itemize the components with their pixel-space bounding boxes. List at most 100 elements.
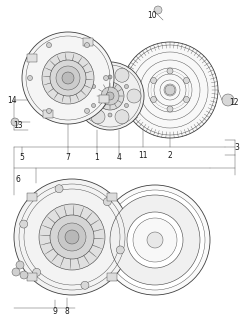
Circle shape — [124, 103, 128, 108]
Polygon shape — [79, 243, 96, 257]
Circle shape — [20, 271, 28, 279]
Circle shape — [150, 97, 156, 102]
Polygon shape — [81, 229, 102, 235]
Polygon shape — [50, 60, 62, 73]
Text: 5: 5 — [20, 154, 24, 163]
Text: 2: 2 — [167, 150, 172, 159]
Circle shape — [108, 113, 112, 117]
Circle shape — [108, 75, 112, 79]
Polygon shape — [71, 85, 79, 100]
Polygon shape — [73, 83, 86, 95]
Circle shape — [183, 97, 189, 102]
Circle shape — [100, 185, 209, 295]
Polygon shape — [76, 78, 92, 80]
Text: 14: 14 — [7, 95, 17, 105]
Polygon shape — [72, 205, 74, 227]
Circle shape — [91, 103, 95, 108]
Polygon shape — [75, 81, 90, 88]
Polygon shape — [75, 71, 92, 76]
Circle shape — [91, 84, 95, 89]
Circle shape — [103, 198, 111, 206]
Circle shape — [50, 215, 94, 259]
Polygon shape — [81, 240, 101, 249]
FancyBboxPatch shape — [106, 193, 116, 201]
Circle shape — [46, 43, 51, 48]
Text: 13: 13 — [13, 122, 23, 131]
Text: 12: 12 — [228, 98, 238, 107]
FancyBboxPatch shape — [27, 273, 37, 281]
Circle shape — [116, 246, 124, 254]
Circle shape — [103, 76, 108, 81]
Circle shape — [146, 232, 162, 248]
Circle shape — [84, 108, 89, 113]
Polygon shape — [75, 207, 84, 228]
Polygon shape — [52, 244, 66, 262]
Text: 6: 6 — [16, 175, 20, 185]
FancyBboxPatch shape — [27, 193, 37, 201]
Circle shape — [12, 268, 20, 276]
Circle shape — [28, 76, 32, 81]
Polygon shape — [78, 212, 92, 230]
Circle shape — [150, 77, 156, 84]
Polygon shape — [54, 84, 64, 99]
Polygon shape — [74, 246, 80, 268]
Circle shape — [22, 32, 114, 124]
Circle shape — [14, 179, 130, 295]
Polygon shape — [54, 210, 67, 229]
Circle shape — [76, 62, 144, 130]
Text: 9: 9 — [52, 308, 57, 316]
FancyBboxPatch shape — [83, 38, 93, 46]
Polygon shape — [76, 245, 89, 264]
Circle shape — [154, 6, 161, 14]
Polygon shape — [57, 56, 65, 71]
Polygon shape — [45, 68, 61, 75]
Circle shape — [164, 85, 174, 95]
Polygon shape — [68, 86, 70, 103]
Circle shape — [114, 110, 128, 124]
Circle shape — [166, 68, 172, 74]
Circle shape — [124, 84, 128, 89]
Circle shape — [16, 261, 24, 269]
FancyBboxPatch shape — [106, 273, 116, 281]
Polygon shape — [62, 86, 66, 102]
Circle shape — [65, 230, 79, 244]
FancyBboxPatch shape — [42, 109, 52, 117]
Polygon shape — [69, 54, 74, 70]
Circle shape — [221, 94, 233, 106]
Circle shape — [20, 220, 28, 228]
Circle shape — [126, 212, 182, 268]
Circle shape — [80, 281, 88, 289]
Polygon shape — [43, 76, 60, 78]
Circle shape — [55, 185, 63, 193]
Text: 3: 3 — [234, 143, 238, 153]
Circle shape — [114, 68, 128, 82]
Polygon shape — [47, 217, 64, 231]
Polygon shape — [80, 220, 98, 232]
Text: 10: 10 — [146, 11, 156, 20]
Circle shape — [84, 43, 89, 48]
Circle shape — [32, 268, 40, 276]
Polygon shape — [41, 239, 62, 245]
Polygon shape — [65, 53, 68, 70]
Polygon shape — [60, 246, 69, 267]
Polygon shape — [74, 63, 88, 74]
Text: 8: 8 — [64, 308, 69, 316]
Polygon shape — [70, 247, 72, 269]
Circle shape — [166, 106, 172, 112]
Circle shape — [104, 190, 204, 290]
Circle shape — [58, 223, 86, 251]
Circle shape — [56, 66, 80, 90]
Circle shape — [39, 204, 104, 270]
Circle shape — [46, 108, 51, 113]
Circle shape — [106, 92, 114, 100]
Circle shape — [11, 118, 19, 126]
Polygon shape — [72, 57, 82, 72]
Circle shape — [96, 82, 124, 110]
Text: 1: 1 — [94, 154, 99, 163]
Polygon shape — [45, 242, 64, 254]
FancyBboxPatch shape — [98, 94, 108, 102]
Text: 11: 11 — [138, 150, 147, 159]
Circle shape — [183, 77, 189, 84]
FancyBboxPatch shape — [28, 53, 37, 61]
Circle shape — [100, 87, 118, 105]
